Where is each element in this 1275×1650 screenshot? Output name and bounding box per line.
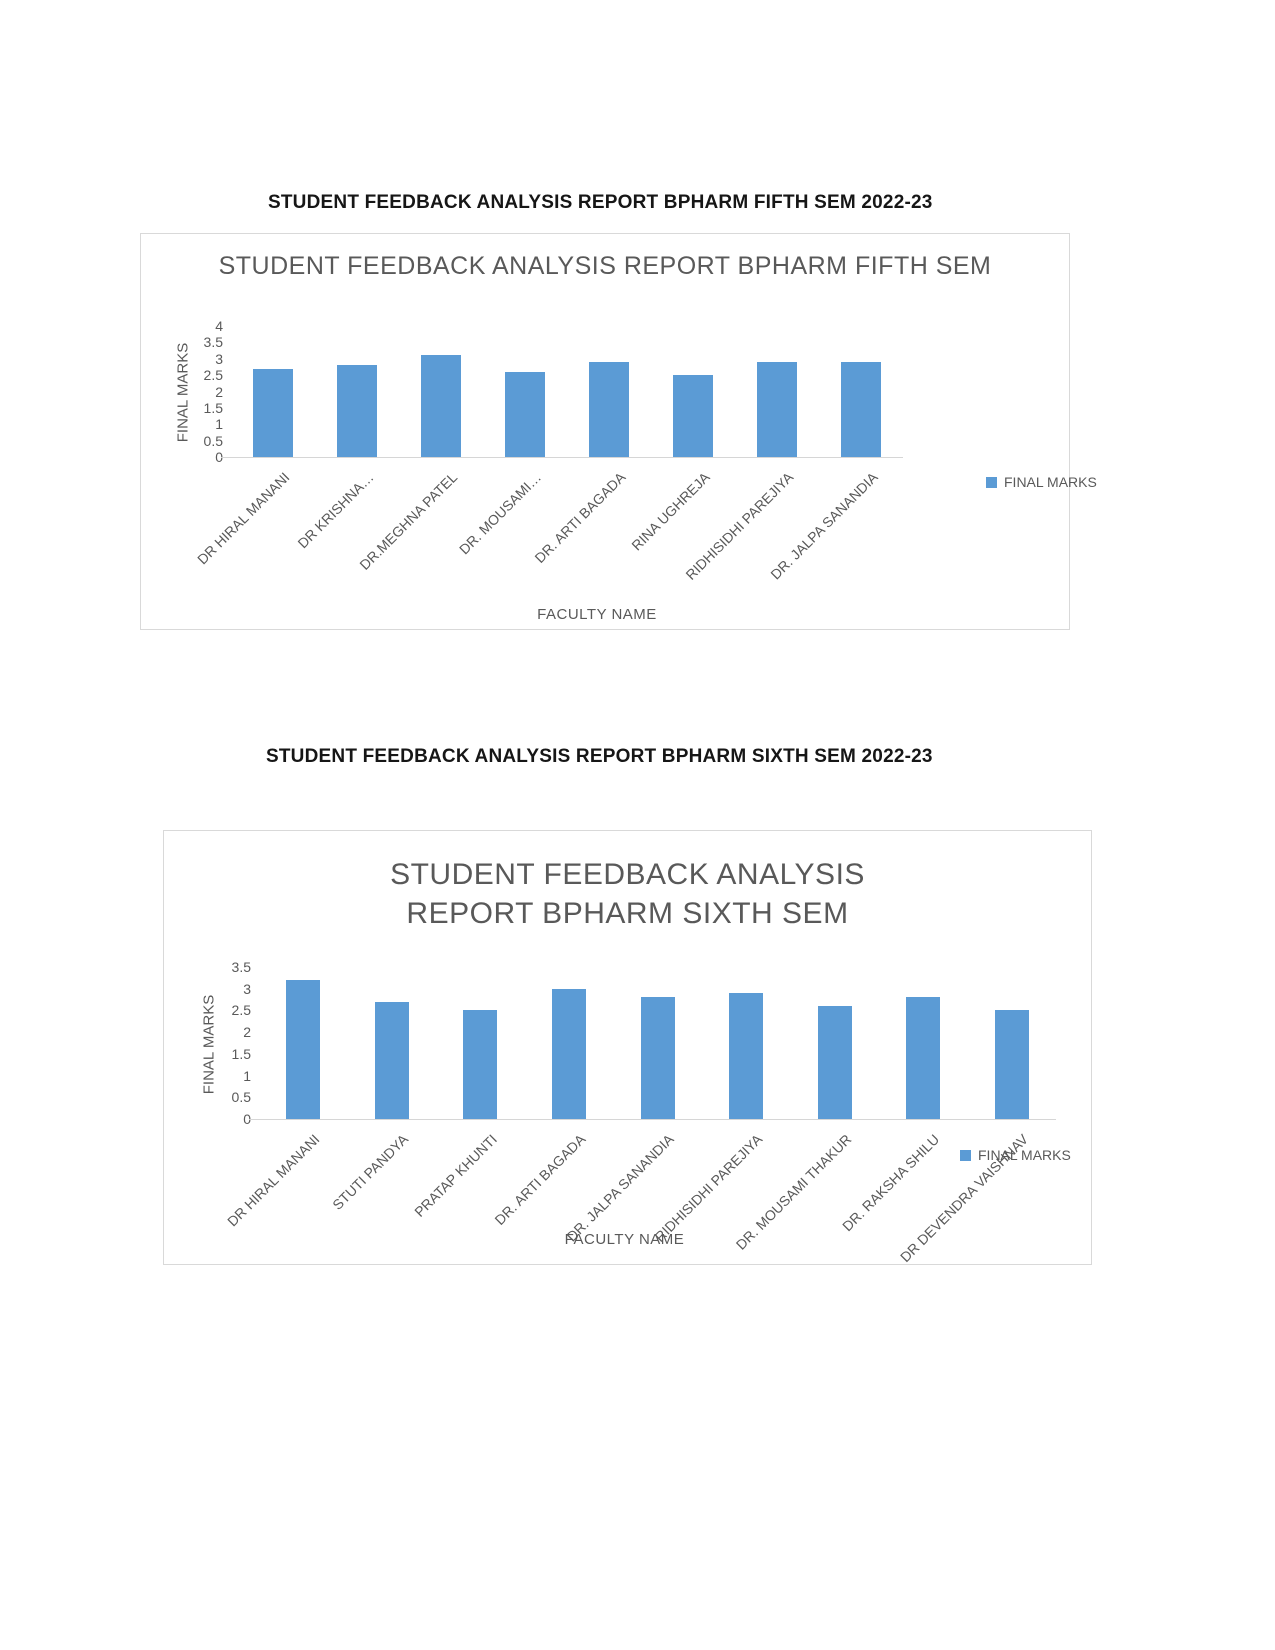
y-axis-tick-label: 3.5 [231, 959, 251, 975]
bar [551, 988, 586, 1119]
bar [589, 362, 629, 457]
chart-title-text: STUDENT FEEDBACK ANALYSIS REPORT BPHARM … [390, 858, 865, 930]
category-label: STUTI PANDYA [329, 1131, 412, 1213]
bar [374, 1001, 409, 1119]
bar [253, 368, 293, 457]
y-axis-tick-label: 3.5 [203, 334, 223, 351]
x-axis-title: FACULTY NAME [537, 606, 657, 623]
chart-title: STUDENT FEEDBACK ANALYSIS REPORT BPHARM … [164, 855, 1091, 933]
y-axis-tick-label: 1.5 [203, 399, 223, 416]
legend: FINAL MARKS [960, 1147, 1071, 1163]
legend-label: FINAL MARKS [978, 1147, 1071, 1163]
category-label: DR HIRAL MANANI [224, 1131, 323, 1230]
y-axis-tick-label: 1 [215, 416, 223, 433]
page-heading-sixth-sem: STUDENT FEEDBACK ANALYSIS REPORT BPHARM … [266, 746, 933, 767]
bar [421, 355, 461, 457]
chart-sixth-sem[interactable]: STUDENT FEEDBACK ANALYSIS REPORT BPHARM … [163, 830, 1092, 1265]
bar [286, 980, 321, 1119]
chart-fifth-sem[interactable]: STUDENT FEEDBACK ANALYSIS REPORT BPHARM … [140, 233, 1097, 630]
y-axis-tick-label: 3 [215, 350, 223, 367]
x-axis-title: FACULTY NAME [564, 1231, 685, 1248]
y-axis-tick-label: 2.5 [231, 1002, 251, 1019]
y-axis-tick-label: 2 [243, 1024, 251, 1041]
y-axis-tick-label: 4 [215, 318, 223, 334]
bar [337, 365, 377, 457]
y-axis-tick-label: 0.5 [203, 432, 223, 449]
y-axis-tick-label: 0 [243, 1111, 251, 1127]
category-label: RINA UGHREJA [627, 469, 713, 554]
legend-swatch-icon [960, 1149, 971, 1161]
category-label: DR. MOUSAMI… [456, 469, 545, 558]
bar [729, 993, 764, 1119]
page-heading-fifth-sem: STUDENT FEEDBACK ANALYSIS REPORT BPHARM … [268, 192, 933, 213]
category-label: DR. ARTI BAGADA [491, 1131, 589, 1228]
y-axis-tick-label: 1.5 [231, 1045, 251, 1062]
y-axis-tick-label: 1 [243, 1067, 251, 1084]
legend-swatch-icon [986, 476, 997, 488]
plot-area: 0 0.5 1 1.5 2 2.5 3 3.5 DR HIRAL MANANI STUTI PAN… [224, 959, 1056, 1265]
bar [505, 371, 545, 457]
chart-title: STUDENT FEEDBACK ANALYSIS REPORT BPHARM … [218, 252, 992, 280]
plot-area: 0 0.5 1 1.5 2 2.5 3 3.5 4 DR HIRAL MANANI DR KRISH… [194, 318, 903, 583]
y-axis-tick-label: 2 [215, 383, 223, 400]
bar [906, 997, 941, 1119]
y-axis-tick-label: 3 [243, 980, 251, 997]
category-label: DR. ARTI BAGADA [531, 469, 629, 566]
bar [841, 362, 881, 457]
category-label: DR KRISHNA… [294, 469, 377, 552]
legend: FINAL MARKS [986, 474, 1097, 490]
category-label: PRATAP KHUNTI [410, 1131, 500, 1220]
bar [994, 1010, 1029, 1119]
bar [817, 1006, 852, 1119]
y-axis-tick-label: 0.5 [231, 1089, 251, 1106]
bar [463, 1010, 498, 1119]
y-axis-tick-label: 0 [215, 449, 223, 465]
category-label: DR HIRAL MANANI [193, 469, 293, 568]
legend-label: FINAL MARKS [1004, 474, 1097, 490]
bar [757, 362, 797, 457]
category-label: DR. RAKSHA SHILU [839, 1131, 943, 1235]
y-axis-tick-label: 2.5 [203, 367, 223, 384]
bar [673, 375, 713, 457]
bar [640, 997, 675, 1119]
